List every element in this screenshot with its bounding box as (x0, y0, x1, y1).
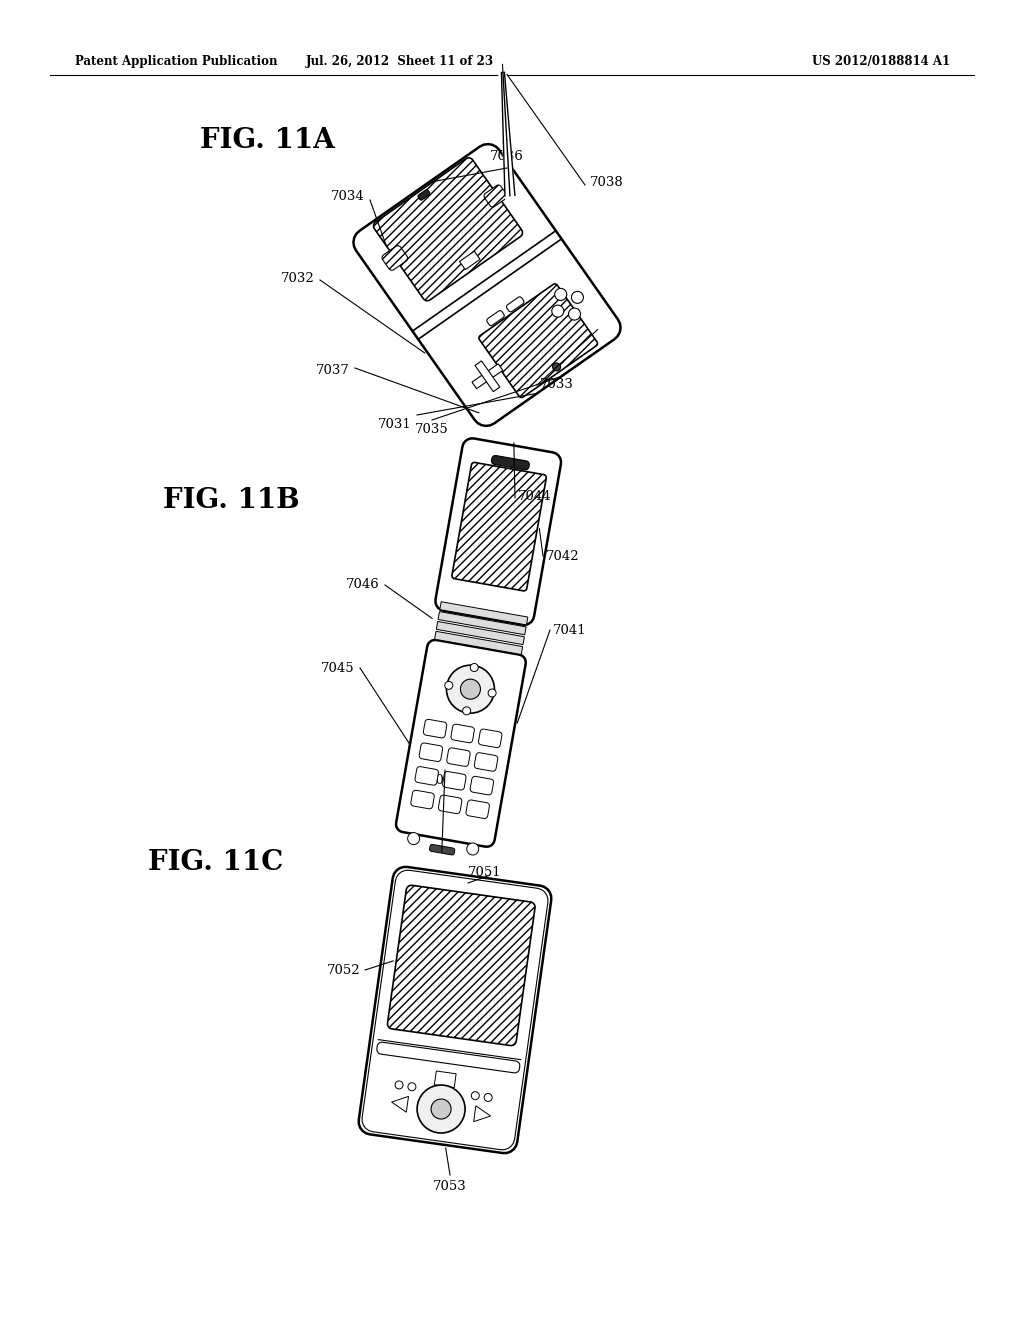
Text: 7052: 7052 (327, 964, 360, 977)
Text: FIG. 11A: FIG. 11A (200, 127, 335, 153)
Text: 7032: 7032 (282, 272, 315, 285)
Polygon shape (391, 1097, 409, 1113)
Polygon shape (434, 1071, 456, 1088)
Polygon shape (466, 800, 489, 818)
Circle shape (552, 305, 564, 317)
Circle shape (395, 1081, 403, 1089)
Text: FIG. 11B: FIG. 11B (163, 487, 300, 513)
Text: 7051: 7051 (468, 866, 502, 879)
Circle shape (408, 833, 420, 845)
Polygon shape (472, 364, 503, 388)
Circle shape (431, 1100, 452, 1119)
Circle shape (417, 1085, 465, 1133)
Polygon shape (460, 251, 480, 269)
Polygon shape (451, 725, 474, 743)
Circle shape (461, 680, 480, 700)
Circle shape (488, 689, 496, 697)
Polygon shape (479, 284, 597, 397)
Polygon shape (475, 360, 500, 392)
Circle shape (553, 363, 560, 371)
Polygon shape (507, 297, 524, 312)
Circle shape (408, 1082, 416, 1090)
Polygon shape (436, 622, 524, 644)
Circle shape (555, 288, 566, 301)
Circle shape (484, 1093, 493, 1101)
Polygon shape (446, 748, 470, 767)
Polygon shape (430, 845, 455, 855)
Polygon shape (439, 602, 527, 624)
Polygon shape (434, 631, 522, 655)
Polygon shape (418, 190, 430, 201)
Polygon shape (438, 611, 526, 635)
Polygon shape (415, 767, 438, 785)
Text: 7038: 7038 (590, 177, 624, 190)
Text: 7044: 7044 (518, 490, 552, 503)
Polygon shape (411, 791, 434, 809)
Text: 7043: 7043 (428, 774, 462, 787)
Polygon shape (374, 158, 522, 301)
Polygon shape (423, 719, 446, 738)
Text: FIG. 11C: FIG. 11C (148, 849, 284, 875)
Text: 7053: 7053 (433, 1180, 467, 1193)
Circle shape (446, 665, 495, 713)
Polygon shape (492, 455, 529, 470)
Polygon shape (358, 867, 551, 1154)
Circle shape (571, 292, 584, 304)
Polygon shape (474, 1106, 490, 1122)
Polygon shape (419, 743, 442, 762)
Text: 7031: 7031 (378, 418, 412, 432)
Polygon shape (396, 640, 525, 846)
Polygon shape (452, 462, 546, 591)
Polygon shape (382, 246, 408, 271)
Polygon shape (470, 776, 494, 795)
Text: 7046: 7046 (346, 578, 380, 591)
Polygon shape (442, 771, 466, 789)
Text: 7034: 7034 (331, 190, 365, 203)
Polygon shape (484, 185, 507, 207)
Circle shape (444, 681, 453, 689)
Circle shape (467, 843, 479, 855)
Polygon shape (362, 870, 548, 1150)
Polygon shape (474, 752, 498, 771)
Text: 7045: 7045 (322, 661, 355, 675)
Text: Jul. 26, 2012  Sheet 11 of 23: Jul. 26, 2012 Sheet 11 of 23 (306, 55, 494, 69)
Polygon shape (478, 729, 502, 747)
Circle shape (471, 1092, 479, 1100)
Text: 7041: 7041 (553, 623, 587, 636)
Text: 7033: 7033 (540, 379, 573, 392)
Text: 7037: 7037 (316, 363, 350, 376)
Text: 7035: 7035 (415, 422, 449, 436)
Circle shape (568, 308, 581, 319)
Text: 7036: 7036 (490, 150, 524, 162)
Polygon shape (486, 310, 504, 326)
Text: US 2012/0188814 A1: US 2012/0188814 A1 (812, 55, 950, 69)
Text: Patent Application Publication: Patent Application Publication (75, 55, 278, 69)
Polygon shape (353, 144, 621, 426)
Polygon shape (438, 795, 462, 813)
Polygon shape (435, 438, 561, 624)
Circle shape (470, 664, 478, 672)
Circle shape (463, 706, 471, 715)
Polygon shape (377, 1043, 520, 1073)
Polygon shape (387, 886, 535, 1045)
Text: 7042: 7042 (546, 549, 580, 562)
